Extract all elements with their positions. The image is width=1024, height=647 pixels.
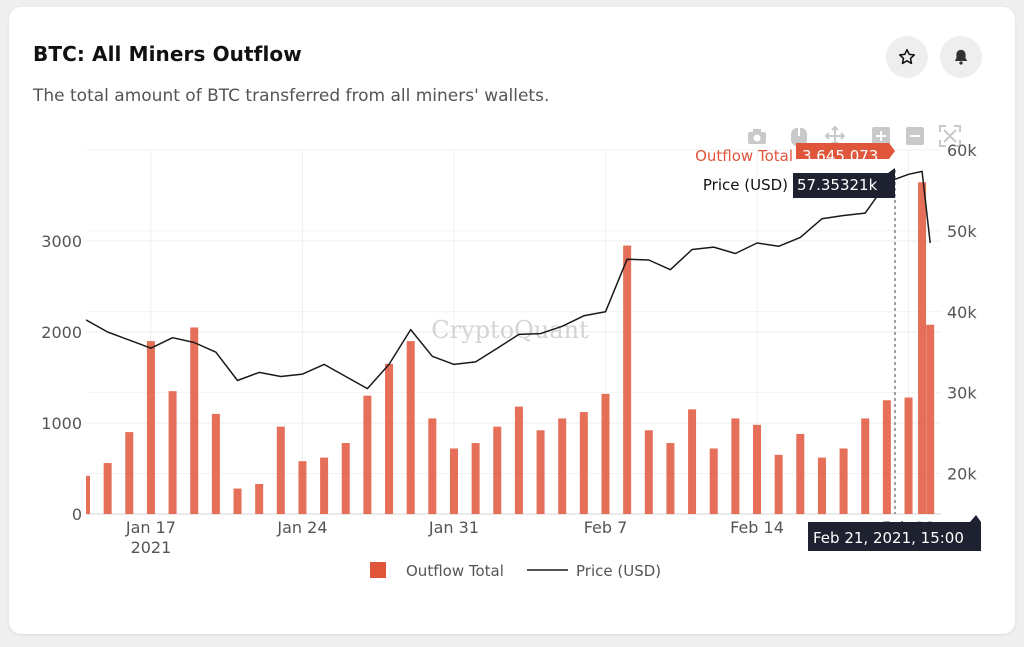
x-tick-label: Jan 17 (125, 518, 176, 537)
y-right-tick-label: 50k (947, 222, 977, 241)
y-right-tick-label: 60k (947, 141, 977, 160)
outflow-bar (839, 448, 848, 514)
outflow-bar (514, 406, 523, 514)
select-icon[interactable] (791, 128, 807, 146)
outflow-bar (168, 391, 177, 514)
outflow-bar (363, 395, 372, 514)
outflow-bar (666, 443, 675, 514)
autoscale-icon[interactable] (939, 125, 961, 147)
outflow-bar (644, 430, 653, 514)
chart-title: BTC: All Miners Outflow (33, 42, 302, 66)
y-left-tick-label: 1000 (41, 414, 82, 433)
outflow-bar (904, 397, 913, 514)
y-left-tick-label: 2000 (41, 323, 82, 342)
outflow-bar (298, 461, 307, 514)
outflow-bar (926, 324, 935, 514)
y-left-tick-label: 0 (72, 505, 82, 524)
tooltip-outflow-box (796, 143, 895, 159)
y-right-tick-label: 30k (947, 384, 977, 403)
legend-outflow-label: Outflow Total (406, 562, 504, 580)
tooltip-outflow-label: Outflow Total (695, 147, 793, 165)
tooltip-price-label: Price (USD) (703, 176, 788, 194)
legend: Outflow Total Price (USD) (370, 562, 661, 580)
legend-item-price[interactable]: Price (USD) (527, 562, 661, 580)
x-tick-label: Jan 31 (428, 518, 479, 537)
outflow-bars (86, 182, 935, 514)
favorite-button[interactable] (886, 36, 928, 78)
outflow-bar (796, 433, 805, 514)
outflow-bar (406, 341, 415, 514)
y-left-tick-label: 3000 (41, 232, 82, 251)
tooltip-price-box (793, 168, 895, 198)
tooltip-x-box (808, 515, 981, 551)
chart-subtitle: The total amount of BTC transferred from… (33, 86, 550, 106)
outflow-bar (428, 418, 437, 514)
price-line (86, 170, 931, 390)
zoom-in-icon[interactable] (872, 127, 890, 145)
tooltip-x-label: Feb 21, 2021, 15:00 (813, 529, 964, 547)
outflow-bar (882, 400, 891, 514)
y-right-tick-label: 40k (947, 303, 977, 322)
outflow-bar (579, 412, 588, 514)
outflow-bar (709, 448, 718, 514)
y-right-tick-label: 20k (947, 465, 977, 484)
outflow-bar (774, 454, 783, 514)
x-tick-label: Feb 14 (730, 518, 784, 537)
outflow-bar (918, 182, 927, 514)
zoom-out-icon[interactable] (906, 127, 924, 145)
outflow-bar (103, 463, 112, 514)
outflow-bar (146, 341, 155, 514)
outflow-bar (86, 475, 90, 514)
legend-outflow-swatch (370, 562, 386, 578)
hover-tooltip: Outflow Total 3,645.073 Price (USD) 57.3… (695, 143, 981, 551)
alert-button[interactable] (940, 36, 982, 78)
camera-icon[interactable] (748, 129, 766, 144)
outflow-bar (493, 426, 502, 514)
y-right-ticks: 20k 30k 40k 50k 60k (947, 141, 977, 484)
outflow-bar (449, 448, 458, 514)
outflow-bar (861, 418, 870, 514)
x-tick-label: Jan 24 (276, 518, 327, 537)
outflow-bar (341, 443, 350, 514)
outflow-bar (558, 418, 567, 514)
outflow-bar (688, 409, 697, 514)
outflow-bar (817, 457, 826, 514)
outflow-bar (276, 426, 285, 514)
x-tick-sublabel: 2021 (131, 538, 172, 557)
outflow-bar (753, 424, 762, 514)
outflow-bar (255, 483, 264, 514)
star-icon (899, 48, 915, 65)
bell-icon (954, 49, 968, 65)
outflow-bar (623, 245, 632, 514)
outflow-bar (601, 393, 610, 514)
outflow-bar (320, 457, 329, 514)
tooltip-outflow-value: 3,645.073 (802, 147, 878, 165)
outflow-bar (125, 432, 134, 514)
outflow-bar (233, 488, 242, 514)
outflow-bar (471, 443, 480, 514)
y-left-ticks: 0 1000 2000 3000 (41, 232, 82, 524)
outflow-bar (211, 413, 220, 514)
legend-item-outflow[interactable]: Outflow Total (370, 562, 504, 580)
outflow-bar (536, 430, 545, 514)
outflow-bar (385, 363, 394, 514)
outflow-bar (190, 327, 199, 514)
x-tick-label: Feb 7 (584, 518, 628, 537)
pan-icon[interactable] (824, 125, 846, 147)
legend-price-label: Price (USD) (576, 562, 661, 580)
tooltip-price-value: 57.35321k (797, 176, 878, 194)
outflow-bar (731, 418, 740, 514)
